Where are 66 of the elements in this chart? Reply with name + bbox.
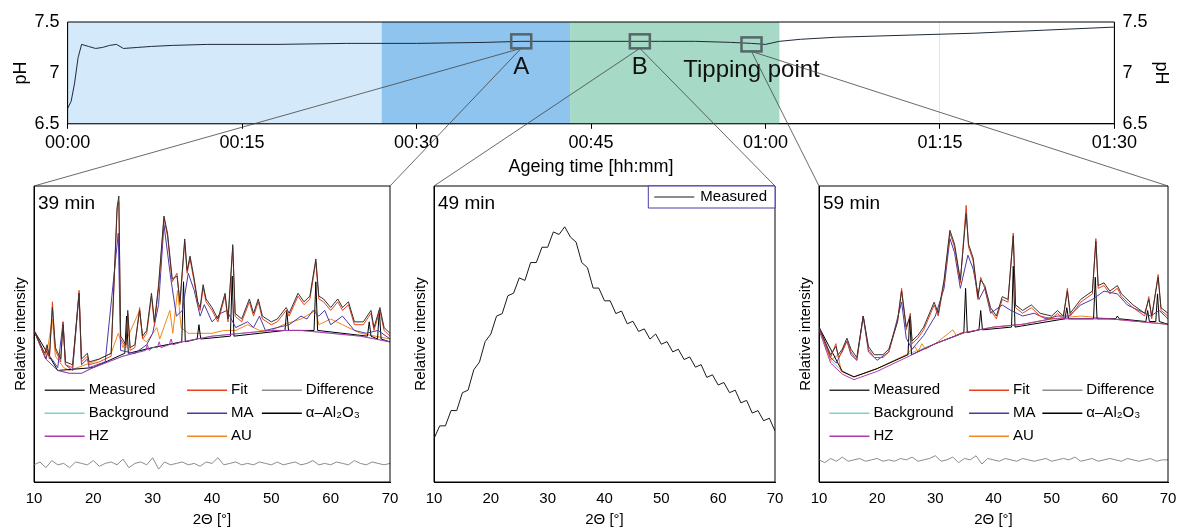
x-tick-label: 40	[985, 489, 1002, 507]
legend-label: MA	[1013, 403, 1036, 421]
annotation: A	[513, 51, 530, 79]
x-axis-title: 2Θ [°]	[585, 510, 624, 528]
x-tick-label: 20	[868, 489, 886, 507]
legend-label: Background	[88, 403, 169, 421]
x-tick-label: 01:15	[917, 131, 963, 152]
legend-label: Fit	[231, 380, 249, 398]
y2-tick-label: 7.5	[1122, 10, 1148, 31]
x-tick-label: 70	[766, 489, 784, 507]
x-tick-label: 30	[926, 489, 944, 507]
x-tick-label: 50	[1043, 489, 1061, 507]
chart-title: 59 min	[823, 191, 881, 213]
y2-axis-title: pH	[1152, 61, 1173, 85]
y2-tick-label: 6.5	[1122, 112, 1148, 133]
x-tick-label: 10	[25, 489, 43, 507]
legend-label: AU	[1013, 426, 1034, 444]
legend-label: Measured	[88, 380, 156, 398]
x-tick-label: 30	[144, 489, 162, 507]
legend-label: MA	[231, 403, 254, 421]
x-tick-label: 60	[322, 489, 340, 507]
x-tick-label: 10	[425, 489, 443, 507]
y-axis-title: Relative intensity	[796, 276, 814, 391]
x-axis-title: 2Θ [°]	[192, 510, 232, 528]
x-tick-label: 20	[482, 489, 500, 507]
y-tick-label: 7	[49, 61, 60, 82]
x-tick-label: 40	[596, 489, 613, 507]
y-axis-title: Relative intensity	[411, 276, 429, 391]
legend-label: Difference	[1086, 380, 1155, 398]
chart-title: 49 min	[438, 191, 496, 213]
annotation: Tipping point	[683, 55, 821, 83]
x-axis-title: 2Θ [°]	[974, 510, 1013, 528]
x-tick-label: 00:45	[568, 131, 614, 152]
y-axis-title: Relative intensity	[11, 276, 29, 391]
y2-tick-label: 7	[1122, 61, 1133, 82]
x-tick-label: 40	[203, 489, 221, 507]
x-tick-label: 60	[709, 489, 727, 507]
x-tick-label: 70	[1159, 489, 1177, 507]
x-tick-label: 00:15	[219, 131, 265, 152]
y-axis-title: pH	[9, 61, 30, 85]
legend-label: Measured	[873, 380, 941, 398]
legend-label: AU	[231, 426, 252, 444]
annotation: B	[631, 51, 648, 79]
legend-label: Difference	[305, 380, 374, 398]
chart-title: 39 min	[38, 191, 96, 213]
x-tick-label: 30	[539, 489, 557, 507]
legend-label: HZ	[873, 426, 894, 444]
x-tick-label: 01:30	[1091, 131, 1137, 152]
y-tick-label: 7.5	[34, 10, 60, 31]
legend-label: α–Al₂O₃	[1086, 403, 1141, 421]
x-tick-label: 00:00	[45, 131, 91, 152]
x-tick-label: 50	[652, 489, 670, 507]
y-tick-label: 6.5	[34, 112, 60, 133]
legend-label: Measured	[700, 187, 767, 205]
x-axis-title: Ageing time [hh:mm]	[508, 156, 674, 177]
x-tick-label: 70	[381, 489, 399, 507]
x-tick-label: 00:30	[394, 131, 440, 152]
x-tick-label: 01:00	[742, 131, 788, 152]
x-tick-label: 20	[84, 489, 102, 507]
legend-label: Background	[873, 403, 954, 421]
x-tick-label: 50	[262, 489, 280, 507]
legend-label: Fit	[1013, 380, 1031, 398]
x-tick-label: 60	[1101, 489, 1119, 507]
legend-label: HZ	[88, 426, 109, 444]
legend-label: α–Al₂O₃	[305, 403, 360, 421]
x-tick-label: 10	[810, 489, 828, 507]
